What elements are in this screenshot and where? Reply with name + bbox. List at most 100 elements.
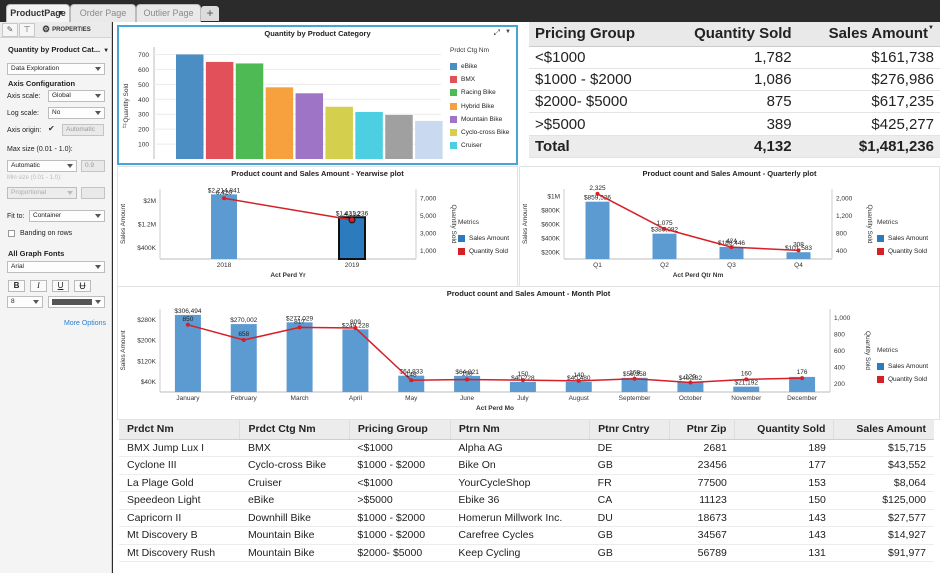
max-size-select[interactable]: Automatic (7, 160, 77, 172)
legend-item[interactable]: Cyclo-cross Bike (450, 126, 509, 139)
qty-series-line (223, 197, 353, 221)
log-scale-select[interactable]: No (48, 107, 105, 119)
column-header-pricing-group[interactable]: Pricing Group (529, 22, 665, 47)
table-cell: >$5000 (349, 491, 451, 510)
table-row[interactable]: Speedeon Light eBike >$5000 Ebike 36 CA 11123… (119, 491, 934, 510)
x-tick-label: February (231, 395, 258, 402)
qty-point (729, 245, 734, 250)
table-row[interactable]: Mt Discovery B Mountain Bike $1000 - $2000… (119, 526, 934, 545)
qty-point (688, 380, 693, 385)
legend-item[interactable]: Mountain Bike (450, 113, 509, 126)
qty-point (297, 325, 302, 330)
legend-item[interactable]: eBike (450, 60, 509, 73)
bar (176, 54, 204, 159)
bold-button[interactable]: B (8, 280, 25, 292)
column-header[interactable]: Ptnr Zip (668, 420, 735, 440)
y-tick-label: $400K (137, 245, 156, 252)
sales-data-label: $180,446 (718, 240, 745, 247)
filter-icon[interactable]: ⊤ (19, 22, 35, 37)
axis-origin-input[interactable]: Automatic (62, 124, 104, 136)
legend-item[interactable]: Cruiser (450, 139, 509, 152)
table-row[interactable]: <$1000 1,782 $161,738 (529, 46, 940, 69)
x-tick-label: October (679, 395, 703, 402)
column-header[interactable]: Prdct Nm (119, 420, 240, 440)
legend-swatch (458, 235, 465, 243)
column-header[interactable]: Pricing Group (348, 420, 451, 440)
column-header[interactable]: Sales Amount (833, 420, 934, 440)
font-family-select[interactable]: Arial (7, 261, 105, 273)
sales-data-label: $859,526 (584, 195, 611, 202)
expand-icon[interactable]: ⤢ (493, 28, 500, 37)
tab-product-page[interactable]: ProductPage ▼ (6, 4, 70, 22)
table-cell: 18673 (669, 509, 735, 527)
x-tick-label: 2018 (217, 262, 232, 269)
more-options-link[interactable]: More Options (63, 320, 106, 327)
column-header[interactable]: Quantity Sold (734, 420, 834, 440)
italic-button[interactable]: I (30, 280, 47, 292)
min-size-select[interactable]: Proportional (7, 187, 77, 199)
chevron-down-icon[interactable]: ▼ (103, 48, 110, 54)
column-header-sales-amount[interactable]: Sales Amount▼ (797, 22, 940, 47)
table-row[interactable]: $2000- $5000 875 $617,235 (529, 90, 940, 114)
fit-to-select[interactable]: Container (29, 210, 105, 222)
yearwise-combo-chart-panel[interactable]: Product count and Sales Amount - Yearwis… (117, 166, 518, 288)
table-row[interactable]: >$5000 389 $425,277 (529, 112, 940, 136)
table-row[interactable]: $1000 - $2000 1,086 $276,986 (529, 68, 940, 92)
max-size-input[interactable]: 0.9 (81, 160, 105, 172)
min-size-input[interactable] (81, 187, 105, 199)
chevron-down-icon[interactable]: ▼ (505, 29, 511, 35)
gear-icon: ⚙ (42, 24, 51, 34)
table-cell: Mountain Bike (239, 544, 350, 562)
font-size-select[interactable]: 8 (7, 296, 43, 308)
y2-axis-label: Quantity Sold (864, 331, 871, 370)
column-header-quantity-sold[interactable]: Quantity Sold (664, 22, 798, 47)
quarterly-combo-chart-panel[interactable]: Product count and Sales Amount - Quarter… (519, 166, 940, 288)
legend-item[interactable]: BMX (450, 73, 509, 86)
properties-tab[interactable]: ⚙ PROPERTIES (42, 24, 91, 35)
properties-sidebar: ✎ ⊤ ⚙ PROPERTIES Quantity by Product Cat.… (0, 22, 112, 573)
category-bar-chart-panel[interactable]: Quantity by Product Category ⤢ ▼ 100 200 3… (117, 25, 518, 165)
add-tab-button[interactable]: + (201, 6, 219, 21)
legend-item[interactable]: Hybrid Bike (450, 100, 509, 113)
table-row[interactable]: Capricorn II Downhill Bike $1000 - $2000 Ho… (119, 509, 934, 527)
sales-data-label: $1,431,236 (336, 210, 369, 217)
table-cell: $8,064 (833, 474, 934, 492)
y-tick-label: $120K (137, 358, 156, 365)
column-header[interactable]: Prdct Ctg Nm (239, 420, 350, 440)
tab-label: ProductPage (10, 8, 66, 18)
legend-item[interactable]: Racing Bike (450, 86, 509, 99)
pencil-icon[interactable]: ✎ (2, 22, 18, 37)
tab-label: Outlier Page (143, 8, 194, 18)
sort-icon[interactable]: ▼ (928, 25, 934, 32)
tab-order-page[interactable]: Order Page (70, 4, 136, 22)
font-color-select[interactable] (48, 296, 105, 308)
table-row[interactable]: Mt Discovery Rush Mountain Bike $2000- $50… (119, 544, 934, 562)
qty-point (520, 378, 525, 383)
pricing-group-table: Pricing Group Quantity Sold Sales Amount… (529, 22, 940, 159)
data-mode-select[interactable]: Data Exploration (7, 63, 105, 75)
legend-label: Sales Amount (888, 235, 929, 243)
total-row: Total 4,132 $1,481,236 (529, 134, 940, 159)
column-header[interactable]: Ptnr Cntry (589, 420, 670, 440)
qty-data-label: 148 (406, 371, 417, 378)
collapse-axis-icon[interactable]: ⇵ (122, 124, 128, 130)
table-row[interactable]: La Plage Gold Cruiser <$1000 YourCycleShop F… (119, 474, 934, 492)
table-row[interactable]: Cyclone III Cyclo-cross Bike $1000 - $2000… (119, 456, 934, 475)
column-header[interactable]: Ptrn Nm (449, 420, 590, 440)
tab-outlier-page[interactable]: Outlier Page (136, 4, 201, 22)
legend-label: Hybrid Bike (461, 102, 495, 110)
axis-origin-checkbox[interactable]: ✔ (48, 124, 55, 133)
sales-bar (565, 381, 592, 392)
banding-checkbox[interactable] (8, 230, 15, 237)
strikethrough-button[interactable]: Ʉ (74, 280, 91, 292)
y-tick-label: $2M (143, 198, 156, 205)
table-row[interactable]: BMX Jump Lux I BMX <$1000 Alpha AG DE 2681 189… (119, 439, 934, 457)
underline-button[interactable]: U (52, 280, 69, 292)
qty-data-label: 850 (182, 316, 193, 323)
axis-scale-select[interactable]: Global (48, 90, 105, 102)
y2-tick-label: 3,000 (420, 230, 437, 237)
tab-menu-chevron-icon[interactable]: ▼ (57, 10, 64, 17)
legend-title: Metrics (877, 347, 898, 354)
monthly-combo-chart-panel[interactable]: Product count and Sales Amount - Month P… (117, 286, 940, 420)
sales-data-label: $270,002 (230, 317, 257, 324)
